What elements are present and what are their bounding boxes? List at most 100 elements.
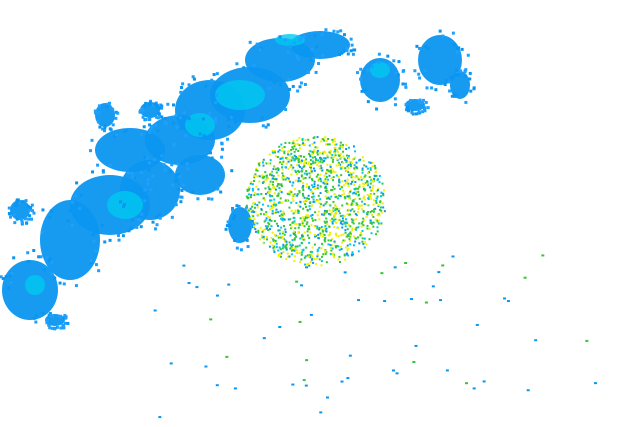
reflectivity-pixel: [381, 182, 384, 185]
reflectivity-pixel: [300, 248, 303, 251]
reflectivity-pixel: [303, 163, 306, 166]
rain-pixel: [181, 82, 185, 86]
reflectivity-pixel: [258, 164, 261, 167]
rain-pixel: [89, 259, 93, 263]
reflectivity-pixel: [372, 225, 375, 228]
reflectivity-pixel: [275, 171, 278, 174]
reflectivity-pixel: [267, 186, 270, 189]
reflectivity-pixel: [271, 149, 274, 152]
reflectivity-pixel: [318, 226, 321, 229]
reflectivity-pixel: [250, 193, 253, 196]
reflectivity-pixel: [342, 233, 345, 236]
reflectivity-pixel: [380, 209, 383, 212]
rain-pixel: [224, 227, 228, 231]
reflectivity-pixel: [290, 152, 293, 155]
rain-pixel: [426, 106, 430, 110]
reflectivity-pixel: [309, 231, 312, 234]
rain-pixel: [405, 107, 409, 111]
reflectivity-pixel: [273, 251, 276, 254]
reflectivity-pixel: [277, 234, 280, 237]
reflectivity-pixel: [277, 254, 280, 257]
reflectivity-pixel: [374, 166, 377, 169]
reflectivity-pixel: [368, 161, 371, 164]
reflectivity-pixel: [366, 172, 369, 175]
rain-pixel: [89, 149, 93, 153]
reflectivity-pixel: [308, 176, 311, 179]
reflectivity-pixel: [357, 194, 360, 197]
reflectivity-pixel: [345, 148, 348, 151]
reflectivity-pixel: [360, 234, 363, 237]
rain-pixel: [140, 212, 144, 216]
reflectivity-pixel: [275, 178, 278, 181]
rain-pixel: [417, 110, 421, 114]
rain-pixel: [261, 124, 265, 128]
reflectivity-pixel: [349, 234, 352, 237]
rain-pixel: [426, 47, 430, 51]
rain-pixel: [423, 109, 427, 113]
rain-pixel: [455, 46, 459, 50]
reflectivity-pixel: [361, 156, 364, 159]
reflectivity-pixel: [262, 203, 265, 206]
reflectivity-pixel: [321, 161, 324, 164]
reflectivity-pixel: [256, 193, 259, 196]
reflectivity-pixel: [273, 151, 276, 154]
reflectivity-pixel: [348, 192, 351, 195]
reflectivity-pixel: [339, 222, 342, 225]
reflectivity-pixel: [336, 197, 339, 200]
reflectivity-pixel: [344, 179, 347, 182]
reflectivity-pixel: [289, 190, 292, 193]
rain-pixel: [29, 206, 33, 210]
reflectivity-pixel: [342, 146, 345, 149]
rain-area: [360, 58, 400, 102]
echo-pixel: [465, 382, 469, 385]
reflectivity-pixel: [253, 176, 256, 179]
reflectivity-pixel: [313, 169, 316, 172]
reflectivity-pixel: [295, 202, 298, 205]
rain-pixel: [96, 120, 100, 124]
reflectivity-pixel: [275, 179, 278, 182]
reflectivity-pixel: [343, 192, 346, 195]
reflectivity-pixel: [348, 234, 351, 237]
rain-pixel: [34, 314, 38, 318]
reflectivity-pixel: [302, 176, 305, 179]
reflectivity-pixel: [272, 185, 275, 188]
reflectivity-pixel: [319, 179, 322, 182]
rain-pixel: [349, 37, 353, 41]
rain-pixel: [50, 326, 54, 330]
reflectivity-pixel: [351, 219, 354, 222]
reflectivity-pixel: [306, 197, 309, 200]
reflectivity-pixel: [313, 187, 316, 190]
reflectivity-pixel: [369, 182, 372, 185]
reflectivity-pixel: [313, 257, 316, 260]
rain-pixel: [302, 34, 306, 38]
reflectivity-pixel: [268, 188, 271, 191]
reflectivity-pixel: [353, 167, 356, 170]
reflectivity-pixel: [259, 212, 262, 215]
reflectivity-pixel: [293, 260, 296, 263]
reflectivity-pixel: [246, 189, 249, 192]
reflectivity-pixel: [355, 190, 358, 193]
reflectivity-pixel: [321, 169, 324, 172]
rain-pixel: [163, 168, 167, 172]
reflectivity-pixel: [347, 254, 350, 257]
reflectivity-pixel: [292, 147, 295, 150]
reflectivity-pixel: [325, 217, 328, 220]
rain-pixel: [242, 66, 246, 70]
reflectivity-pixel: [338, 261, 341, 264]
echo-pixel: [541, 254, 545, 257]
rain-pixel: [286, 50, 290, 54]
reflectivity-pixel: [318, 202, 321, 205]
reflectivity-pixel: [264, 187, 267, 190]
reflectivity-pixel: [254, 230, 257, 233]
reflectivity-pixel: [380, 222, 383, 225]
reflectivity-pixel: [339, 215, 342, 218]
reflectivity-pixel: [323, 139, 326, 142]
reflectivity-pixel: [342, 239, 345, 242]
echo-pixel: [278, 326, 282, 329]
reflectivity-pixel: [325, 140, 328, 143]
reflectivity-pixel: [347, 170, 350, 173]
rain-pixel: [423, 44, 427, 48]
reflectivity-pixel: [317, 159, 320, 162]
reflectivity-pixel: [282, 245, 285, 248]
reflectivity-pixel: [320, 227, 323, 230]
